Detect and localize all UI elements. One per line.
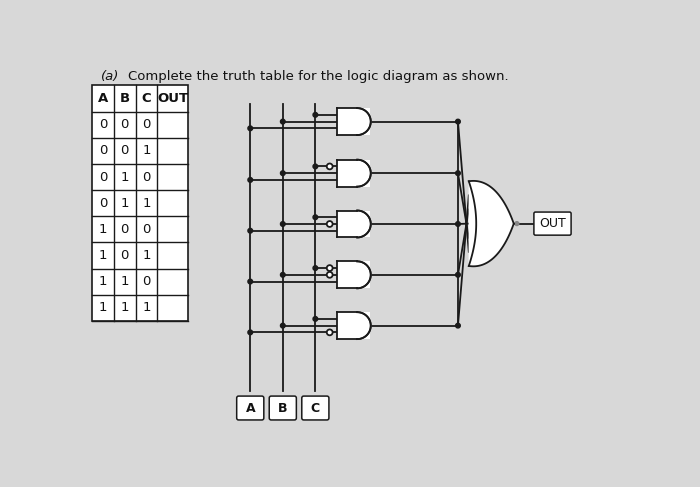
Bar (337, 160, 370, 187)
Bar (337, 210, 370, 238)
Text: 1: 1 (99, 301, 107, 315)
Text: 0: 0 (99, 118, 107, 131)
Text: 0: 0 (142, 118, 150, 131)
Text: 1: 1 (142, 301, 150, 315)
Circle shape (313, 112, 318, 117)
Text: A: A (246, 401, 255, 414)
Text: 0: 0 (120, 118, 129, 131)
Circle shape (281, 119, 285, 124)
Circle shape (327, 265, 332, 271)
FancyBboxPatch shape (302, 396, 329, 420)
Bar (337, 262, 370, 288)
Text: OUT: OUT (158, 92, 188, 105)
Circle shape (248, 126, 253, 131)
Text: (a): (a) (102, 70, 120, 83)
Text: 1: 1 (142, 197, 150, 210)
Circle shape (456, 323, 461, 328)
Text: OUT: OUT (539, 217, 566, 230)
Text: 0: 0 (142, 275, 150, 288)
Circle shape (515, 222, 519, 225)
Text: 0: 0 (99, 170, 107, 184)
Text: 0: 0 (99, 197, 107, 210)
Circle shape (456, 171, 461, 175)
Polygon shape (469, 181, 514, 266)
Text: 1: 1 (120, 301, 129, 315)
Text: 1: 1 (99, 275, 107, 288)
Circle shape (313, 164, 318, 169)
Text: C: C (141, 92, 151, 105)
Polygon shape (357, 262, 371, 288)
Text: 1: 1 (120, 170, 129, 184)
Circle shape (313, 317, 318, 321)
Circle shape (248, 330, 253, 335)
Circle shape (456, 119, 461, 124)
Text: A: A (98, 92, 108, 105)
Bar (92, 85, 188, 321)
Bar (337, 108, 370, 135)
Polygon shape (357, 312, 371, 339)
Circle shape (281, 222, 285, 226)
Text: 1: 1 (120, 197, 129, 210)
Text: B: B (278, 401, 288, 414)
Circle shape (456, 222, 461, 226)
Text: 1: 1 (120, 275, 129, 288)
Circle shape (281, 323, 285, 328)
Text: 1: 1 (142, 144, 150, 157)
Circle shape (281, 171, 285, 175)
Text: B: B (120, 92, 130, 105)
Circle shape (327, 221, 332, 227)
Text: 0: 0 (142, 223, 150, 236)
Text: 0: 0 (120, 249, 129, 262)
Circle shape (327, 329, 332, 335)
Text: 0: 0 (120, 223, 129, 236)
Polygon shape (357, 160, 371, 187)
Text: 1: 1 (99, 223, 107, 236)
Circle shape (248, 178, 253, 182)
Text: Complete the truth table for the logic diagram as shown.: Complete the truth table for the logic d… (128, 70, 508, 83)
Text: 1: 1 (99, 249, 107, 262)
Text: 0: 0 (120, 144, 129, 157)
Polygon shape (357, 108, 371, 135)
FancyBboxPatch shape (270, 396, 296, 420)
Circle shape (313, 215, 318, 220)
Circle shape (248, 279, 253, 284)
Circle shape (248, 228, 253, 233)
Polygon shape (357, 210, 371, 238)
Text: 0: 0 (99, 144, 107, 157)
FancyBboxPatch shape (237, 396, 264, 420)
Text: C: C (311, 401, 320, 414)
FancyBboxPatch shape (534, 212, 571, 235)
Text: 1: 1 (142, 249, 150, 262)
Circle shape (327, 164, 332, 169)
Circle shape (281, 273, 285, 277)
Bar (337, 312, 370, 339)
Circle shape (327, 272, 332, 278)
Text: 0: 0 (142, 170, 150, 184)
Circle shape (313, 266, 318, 270)
Circle shape (456, 273, 461, 277)
